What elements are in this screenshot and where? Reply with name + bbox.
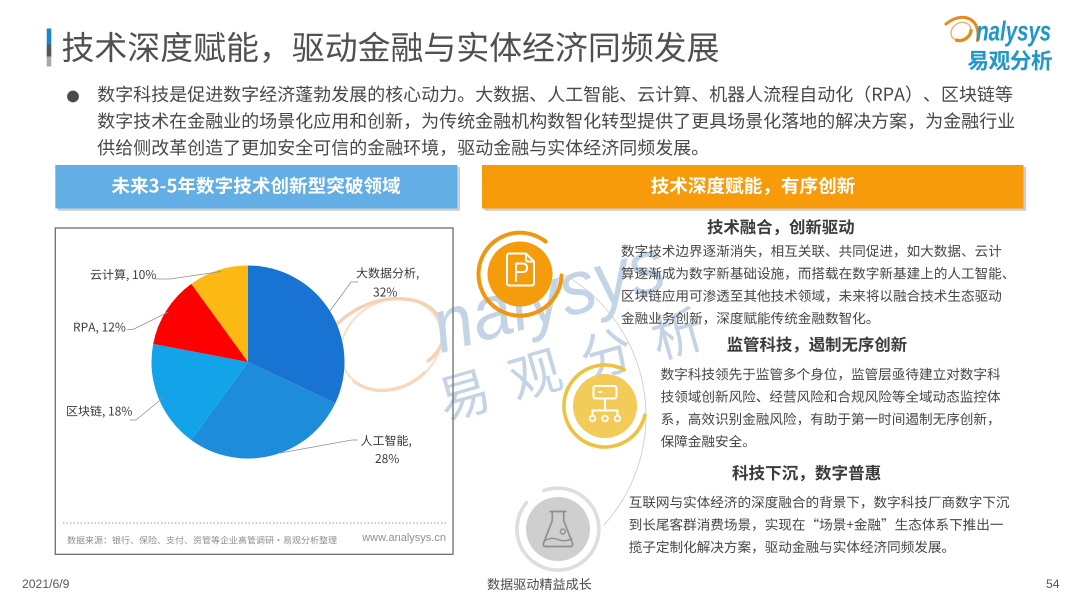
svg-text:www.analysys.cn: www.analysys.cn [361, 532, 446, 544]
svg-text:nalysys: nalysys [422, 221, 675, 369]
svg-text:54: 54 [1046, 577, 1060, 591]
svg-text:nalysys: nalysys [976, 16, 1051, 47]
svg-text:2021/6/9: 2021/6/9 [22, 577, 70, 591]
